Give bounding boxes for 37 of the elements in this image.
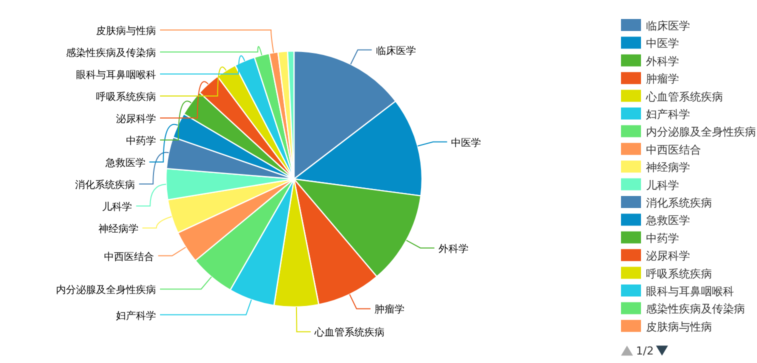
slice-label: 肿瘤学 [374,304,405,316]
legend-label: 感染性疾病及传染病 [646,302,745,316]
slice-label: 急救医学 [104,157,146,169]
legend-label: 消化系统疾病 [646,196,712,210]
slice-label: 中西医结合 [104,250,154,263]
slice-label: 神经病学 [98,223,138,235]
legend-label: 心血管系统疾病 [645,90,723,104]
legend-label: 内分泌腺及全身性疾病 [646,126,756,139]
legend-label: 外科学 [646,54,679,68]
legend-label: 神经病学 [646,161,690,174]
legend-label: 皮肤病与性病 [646,320,712,334]
legend-label: 妇产科学 [646,108,690,121]
slice-label: 感染性疾病及传染病 [66,47,156,59]
legend-label: 中药学 [646,232,679,245]
slice-label: 呼吸系统疾病 [96,91,156,103]
slice-label: 中药学 [126,135,156,147]
legend-label: 泌尿科学 [646,250,690,263]
text: 1/2 [636,344,654,358]
slice-label: 儿科学 [102,201,132,213]
slice-label: 消化系统疾病 [75,179,136,191]
slice-label: 泌尿科学 [116,113,156,125]
legend-label: 肿瘤学 [646,72,679,86]
legend-label: 呼吸系统疾病 [646,267,712,280]
legend-label: 中西医结合 [646,143,701,156]
legend-label: 儿科学 [646,178,679,192]
slice-label: 心血管系统疾病 [314,326,385,339]
legend-label: 眼科与耳鼻咽喉科 [646,285,734,298]
slice-label: 内分泌腺及全身性疾病 [56,284,156,296]
slice-label: 中医学 [451,136,482,149]
slice-label: 临床医学 [376,44,416,57]
slice-label: 外科学 [438,242,468,255]
slice-label: 妇产科学 [116,310,156,322]
slice-label: 皮肤病与性病 [96,25,156,37]
slice-label: 眼科与耳鼻咽喉科 [76,69,156,81]
legend-label: 中医学 [646,37,679,50]
legend-label: 临床医学 [646,20,690,32]
legend-label: 急救医学 [645,214,690,228]
